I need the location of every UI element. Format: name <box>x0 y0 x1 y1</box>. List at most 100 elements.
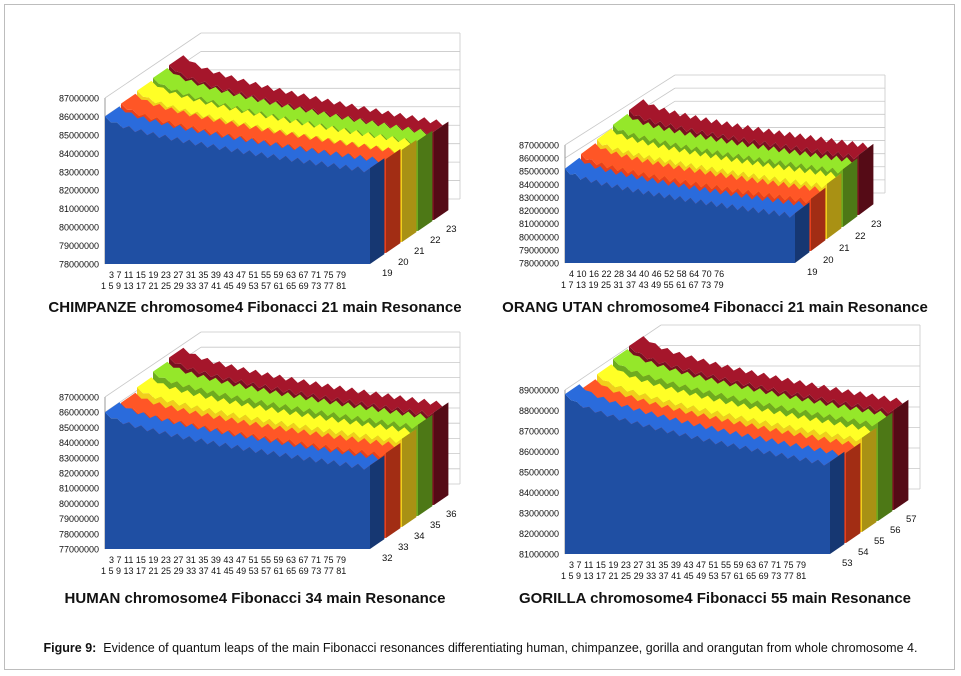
series-side <box>894 399 909 510</box>
series-side <box>859 143 874 215</box>
x-tick-labels-row2: 1 5 9 13 17 21 25 29 33 37 41 45 49 53 5… <box>101 281 346 291</box>
series-side <box>386 443 401 538</box>
y-tick-label: 81000000 <box>59 204 99 214</box>
series-top <box>105 106 385 173</box>
series-label: 19 <box>382 268 393 279</box>
y-tick-label: 85000000 <box>59 130 99 140</box>
series-top <box>565 157 810 218</box>
x-tick-labels-row1: 3 7 11 15 19 23 27 31 35 39 43 47 51 55 … <box>569 560 806 570</box>
series-label: 33 <box>398 542 409 553</box>
grid-diagonal <box>564 74 676 146</box>
human-plot: 87000000 86000000 85000000 84000000 83000000… <box>59 331 461 576</box>
series-32 <box>105 402 385 549</box>
y-tick-label: 77000000 <box>59 545 99 555</box>
y-tick-label: 86000000 <box>59 408 99 418</box>
y-tick-label: 81000000 <box>519 219 559 229</box>
y-tick-label: 83000000 <box>519 193 559 203</box>
orangutan-plot: 87000000 86000000 85000000 84000000 83000000… <box>519 74 886 290</box>
y-tick-label: 82000000 <box>519 206 559 216</box>
series-top <box>629 99 874 160</box>
series-label: 36 <box>446 509 457 520</box>
y-tick-label: 87000000 <box>519 427 559 437</box>
series-label: 35 <box>430 520 441 531</box>
y-tick-label: 79000000 <box>59 241 99 251</box>
y-tick-label: 81000000 <box>519 550 559 560</box>
series-label: 22 <box>430 235 441 246</box>
series-top <box>169 347 449 417</box>
series-top <box>169 55 449 136</box>
series-label: 23 <box>446 224 457 235</box>
y-tick-label: 84000000 <box>519 180 559 190</box>
series-side <box>878 412 893 521</box>
y-tick-label: 86000000 <box>59 112 99 122</box>
series-label: 55 <box>874 536 885 547</box>
x-tick-labels-row1: 3 7 11 15 19 23 27 31 35 39 43 47 51 55 … <box>109 555 346 565</box>
series-top <box>121 93 401 164</box>
y-tick-label: 84000000 <box>59 438 99 448</box>
series-side <box>434 121 449 220</box>
series-side <box>402 428 417 527</box>
series-side <box>827 173 842 239</box>
series-top <box>613 349 893 427</box>
series-top <box>137 377 417 444</box>
y-tick-label: 82000000 <box>59 469 99 479</box>
y-tick-label: 87000000 <box>519 141 559 151</box>
x-tick-labels-row2: 1 7 13 19 25 31 37 43 49 55 61 67 73 79 <box>561 280 724 290</box>
y-tick-label: 85000000 <box>59 423 99 433</box>
series-top <box>153 361 433 430</box>
y-tick-label: 80000000 <box>519 232 559 242</box>
series-side <box>418 130 433 231</box>
y-tick-label: 79000000 <box>59 514 99 524</box>
series-label: 23 <box>871 219 882 230</box>
y-tick-label: 84000000 <box>59 149 99 159</box>
y-tick-label: 86000000 <box>519 154 559 164</box>
series-label: 54 <box>858 547 869 558</box>
series-19 <box>565 157 810 263</box>
chimpanzee-chart: 87000000 86000000 85000000 84000000 83000000… <box>20 12 490 316</box>
series-label: 19 <box>807 267 818 278</box>
y-tick-label: 88000000 <box>519 406 559 416</box>
human-chart: 87000000 86000000 85000000 84000000 83000000… <box>20 315 490 615</box>
x-tick-labels-row1: 4 10 16 22 28 34 40 46 52 58 64 70 76 <box>569 269 724 279</box>
series-label: 56 <box>890 525 901 536</box>
y-tick-label: 80000000 <box>59 499 99 509</box>
series-label: 34 <box>414 531 425 542</box>
series-side <box>386 149 401 253</box>
series-top <box>629 336 909 414</box>
human-chart-title: HUMAN chromosome4 Fibonacci 34 main Reso… <box>64 590 446 607</box>
series-top <box>121 392 401 458</box>
series-label: 20 <box>823 255 834 266</box>
y-tick-label: 81000000 <box>59 484 99 494</box>
y-tick-label: 85000000 <box>519 468 559 478</box>
y-tick-label: 83000000 <box>59 167 99 177</box>
chimpanzee-chart-title: CHIMPANZE chromosome4 Fibonacci 21 main … <box>48 299 462 316</box>
series-top <box>137 80 417 154</box>
gorilla-plot: 89000000 88000000 87000000 86000000 85000000… <box>519 324 921 581</box>
series-top <box>581 379 861 457</box>
orangutan-chart: 87000000 86000000 85000000 84000000 83000000… <box>480 12 950 316</box>
caption-text: Evidence of quantum leaps of the main Fi… <box>103 641 918 655</box>
series-side <box>862 427 877 532</box>
y-tick-label: 87000000 <box>59 393 99 403</box>
y-tick-label: 79000000 <box>519 245 559 255</box>
y-tick-label: 78000000 <box>519 259 559 269</box>
gorilla-chart-title: GORILLA chromosome4 Fibonacci 55 main Re… <box>518 590 912 607</box>
chimpanzee-plot: 87000000 86000000 85000000 84000000 83000000… <box>59 32 461 291</box>
y-tick-label: 87000000 <box>59 94 99 104</box>
y-tick-label: 78000000 <box>59 260 99 270</box>
series-face <box>565 168 795 263</box>
series-side <box>434 402 449 505</box>
y-tick-label: 89000000 <box>519 386 559 396</box>
grid-diagonal <box>564 324 662 391</box>
series-label: 32 <box>382 553 393 564</box>
series-label: 21 <box>414 246 425 257</box>
y-tick-label: 80000000 <box>59 223 99 233</box>
grid-diagonal <box>104 32 202 99</box>
y-tick-label: 82000000 <box>519 529 559 539</box>
series-label: 22 <box>855 231 866 242</box>
series-face <box>105 116 370 265</box>
series-side <box>418 414 433 516</box>
x-tick-labels-row2: 1 5 9 13 17 21 25 29 33 37 41 45 49 53 5… <box>101 566 346 576</box>
series-label: 57 <box>906 514 917 525</box>
series-top <box>153 68 433 145</box>
